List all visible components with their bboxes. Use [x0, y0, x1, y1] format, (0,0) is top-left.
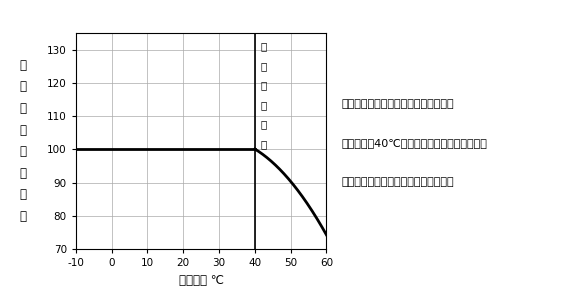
Text: 使: 使: [20, 59, 27, 72]
Text: 左記曲線のように逐減してください。: 左記曲線のように逐減してください。: [341, 177, 454, 187]
Text: 基: 基: [261, 41, 267, 51]
Text: 電: 電: [20, 102, 27, 115]
Text: 用: 用: [20, 80, 27, 94]
Text: 流: 流: [20, 124, 27, 137]
Text: 温: 温: [261, 119, 267, 129]
Text: 定格電流に温度特性はありませんが，: 定格電流に温度特性はありませんが，: [341, 99, 454, 109]
Text: 周囲温度が40℃を超える場合は，使用電流を: 周囲温度が40℃を超える場合は，使用電流を: [341, 138, 487, 148]
Text: 周: 周: [261, 80, 267, 90]
Text: 正: 正: [20, 167, 27, 180]
Text: 度: 度: [261, 139, 267, 149]
Text: 率: 率: [20, 188, 27, 202]
Text: 準: 準: [261, 61, 267, 71]
Text: 補: 補: [20, 145, 27, 158]
X-axis label: 周囲温度 ℃: 周囲温度 ℃: [178, 274, 224, 286]
Text: ％: ％: [20, 210, 27, 223]
Text: 囲: 囲: [261, 100, 267, 110]
